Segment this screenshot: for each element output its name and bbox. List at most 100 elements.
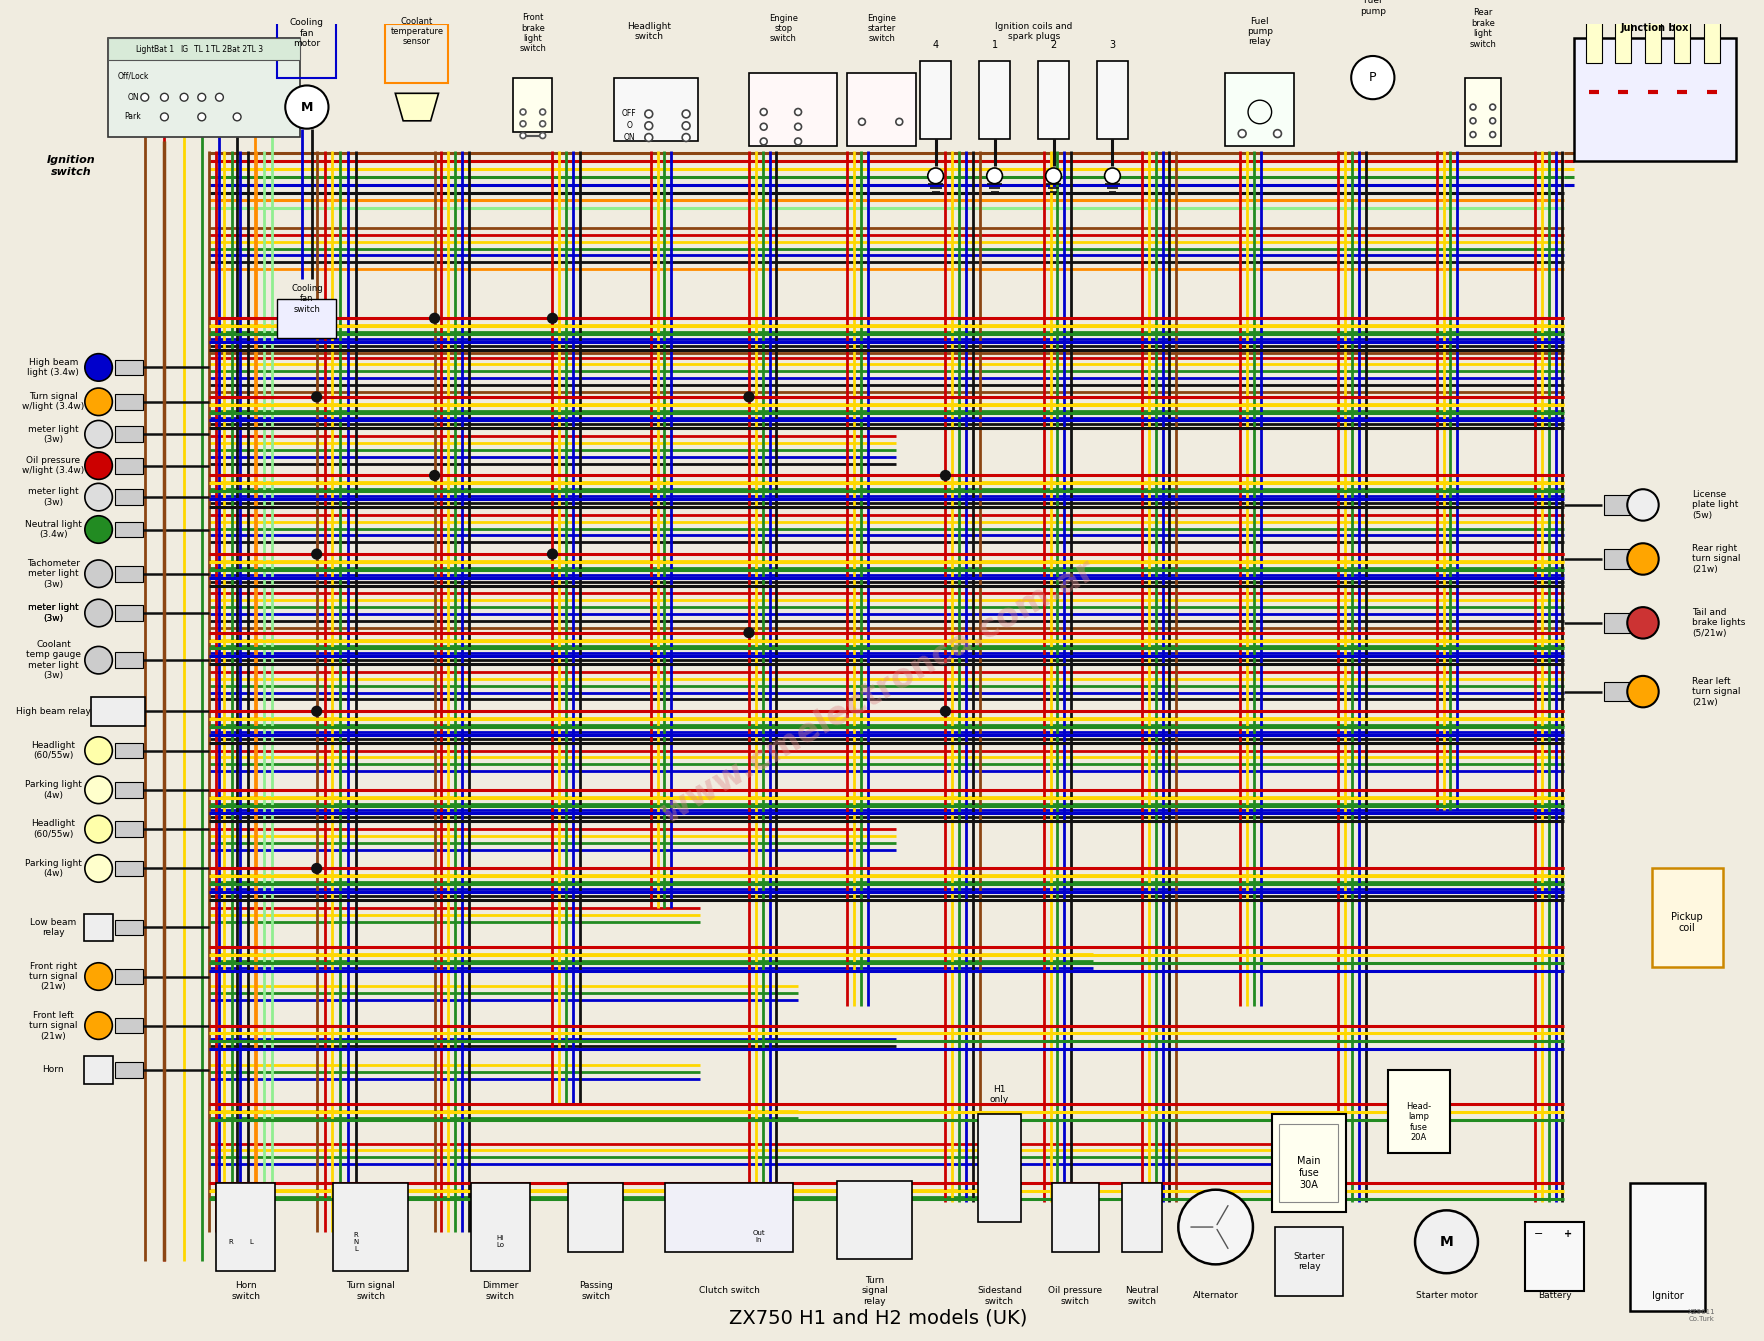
- Circle shape: [928, 168, 944, 184]
- Text: Coolant
temp gauge
meter light
(3w): Coolant temp gauge meter light (3w): [26, 640, 81, 680]
- Circle shape: [760, 109, 767, 115]
- Bar: [1526, 1222, 1584, 1291]
- Text: Out
In: Out In: [753, 1230, 766, 1243]
- Text: P: P: [1369, 71, 1376, 84]
- Bar: [115, 920, 143, 935]
- Bar: [115, 359, 143, 375]
- Circle shape: [85, 854, 113, 882]
- Circle shape: [85, 736, 113, 764]
- Text: 4: 4: [933, 40, 938, 50]
- Bar: [1122, 1183, 1161, 1251]
- Bar: [1037, 60, 1069, 139]
- Text: meter light
(3w): meter light (3w): [28, 603, 79, 622]
- Circle shape: [85, 646, 113, 675]
- Circle shape: [1626, 676, 1658, 707]
- Text: Front right
turn signal
(21w): Front right turn signal (21w): [30, 961, 78, 991]
- Bar: [1586, 0, 1602, 63]
- Text: 3: 3: [1110, 40, 1115, 50]
- Circle shape: [233, 113, 242, 121]
- Bar: [333, 1183, 407, 1271]
- Bar: [1051, 1183, 1099, 1251]
- Text: Sidestand
switch: Sidestand switch: [977, 1286, 1021, 1306]
- Text: Horn: Horn: [42, 1065, 64, 1074]
- Circle shape: [198, 113, 206, 121]
- Circle shape: [85, 1012, 113, 1039]
- Text: Front
brake
light
switch: Front brake light switch: [519, 13, 547, 54]
- Circle shape: [85, 776, 113, 803]
- Text: Fuel
pump
relay: Fuel pump relay: [1247, 16, 1274, 47]
- Polygon shape: [395, 94, 439, 121]
- Bar: [919, 60, 951, 139]
- Bar: [115, 821, 143, 837]
- Bar: [108, 39, 300, 60]
- Circle shape: [430, 471, 439, 480]
- Text: −: −: [1535, 1228, 1544, 1239]
- Text: Head-
lamp
fuse
20A: Head- lamp fuse 20A: [1406, 1102, 1432, 1143]
- Bar: [217, 1183, 275, 1271]
- Bar: [1226, 72, 1295, 146]
- Circle shape: [1274, 130, 1281, 138]
- Bar: [1651, 869, 1723, 967]
- Circle shape: [215, 94, 224, 101]
- Bar: [115, 426, 143, 443]
- Text: Ignition coils and
spark plugs: Ignition coils and spark plugs: [995, 21, 1073, 42]
- Text: Park: Park: [125, 113, 141, 122]
- Text: Starter
relay: Starter relay: [1293, 1251, 1325, 1271]
- Text: Headlight
switch: Headlight switch: [626, 21, 670, 42]
- Bar: [1279, 1124, 1339, 1203]
- Text: IG: IG: [180, 44, 189, 54]
- Circle shape: [1178, 1189, 1252, 1265]
- Text: OFF: OFF: [621, 110, 637, 118]
- Bar: [568, 1183, 623, 1251]
- Circle shape: [646, 134, 653, 141]
- Bar: [471, 1183, 529, 1271]
- Circle shape: [683, 122, 690, 130]
- Bar: [1466, 78, 1501, 146]
- Bar: [115, 566, 143, 582]
- Bar: [1630, 1183, 1704, 1310]
- Text: Cooling
fan
motor: Cooling fan motor: [289, 19, 325, 48]
- Circle shape: [85, 963, 113, 990]
- Circle shape: [85, 388, 113, 416]
- Text: H1
only: H1 only: [990, 1085, 1009, 1104]
- Circle shape: [540, 109, 545, 115]
- Bar: [85, 1057, 113, 1084]
- Circle shape: [85, 599, 113, 626]
- Text: ON: ON: [127, 93, 139, 102]
- Circle shape: [85, 516, 113, 543]
- Bar: [977, 1114, 1021, 1222]
- Text: Cooling
fan
switch: Cooling fan switch: [291, 284, 323, 314]
- Text: Main
fuse
30A: Main fuse 30A: [1297, 1156, 1321, 1189]
- Text: Ignition
switch: Ignition switch: [48, 156, 95, 177]
- Bar: [115, 1018, 143, 1034]
- Text: Neutral light
(3.4w): Neutral light (3.4w): [25, 520, 81, 539]
- Circle shape: [896, 118, 903, 125]
- Text: Clutch switch: Clutch switch: [699, 1286, 760, 1295]
- Text: Passing
switch: Passing switch: [579, 1281, 612, 1301]
- Bar: [838, 1181, 912, 1259]
- Text: meter light
(3w): meter light (3w): [28, 487, 79, 507]
- Circle shape: [1351, 56, 1394, 99]
- Text: High beam
light (3.4w): High beam light (3.4w): [28, 358, 79, 377]
- Circle shape: [744, 628, 753, 637]
- Text: meter light
(3w): meter light (3w): [28, 425, 79, 444]
- Circle shape: [85, 815, 113, 843]
- Text: High beam relay: High beam relay: [16, 707, 92, 716]
- Text: Oil pressure
switch: Oil pressure switch: [1048, 1286, 1102, 1306]
- Text: ZX750 H1 and H2 models (UK): ZX750 H1 and H2 models (UK): [730, 1309, 1028, 1328]
- Circle shape: [520, 133, 526, 138]
- Bar: [386, 24, 448, 83]
- Bar: [115, 457, 143, 473]
- Bar: [90, 696, 145, 725]
- Text: Engine
stop
switch: Engine stop switch: [769, 13, 797, 43]
- Circle shape: [1626, 543, 1658, 575]
- Text: Front left
turn signal
(21w): Front left turn signal (21w): [30, 1011, 78, 1041]
- Text: Turn
signal
relay: Turn signal relay: [861, 1277, 887, 1306]
- Bar: [513, 78, 552, 131]
- Circle shape: [161, 94, 168, 101]
- Circle shape: [1415, 1211, 1478, 1273]
- Bar: [1603, 550, 1633, 569]
- Text: M: M: [300, 101, 312, 114]
- Text: Horn
switch: Horn switch: [231, 1281, 261, 1301]
- Bar: [115, 743, 143, 759]
